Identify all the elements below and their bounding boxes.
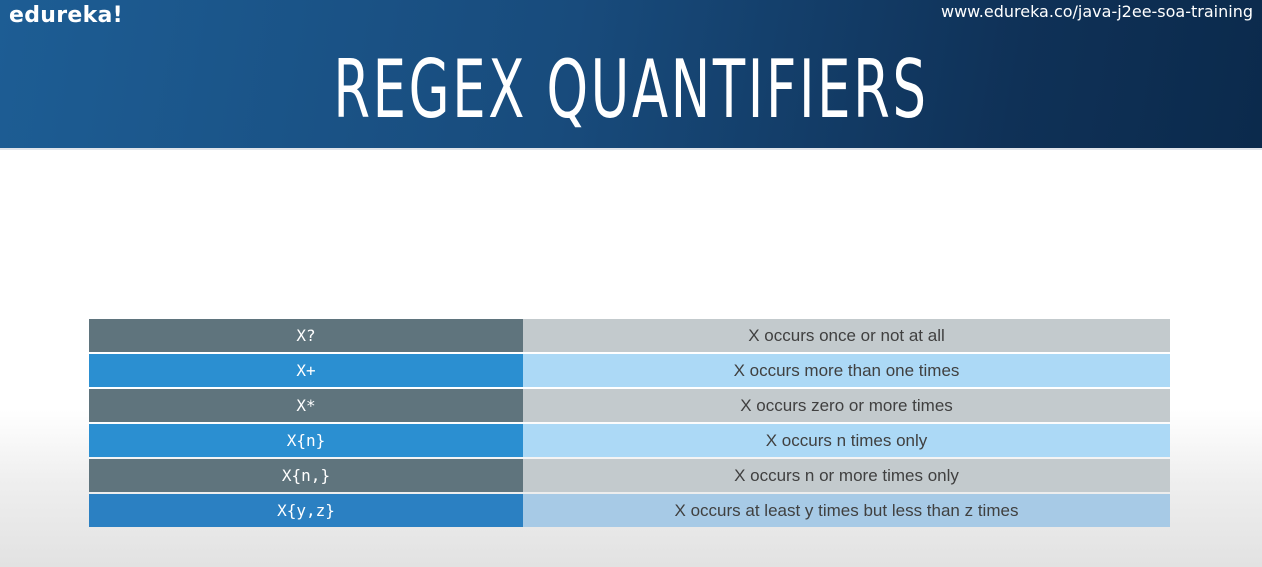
quantifiers-table: X? X occurs once or not at all X+ X occu… xyxy=(89,319,1170,529)
table-row: X{y,z} X occurs at least y times but les… xyxy=(89,494,1170,527)
description-cell: X occurs zero or more times xyxy=(523,389,1170,422)
table-row: X{n,} X occurs n or more times only xyxy=(89,459,1170,492)
quantifier-cell: X? xyxy=(89,319,523,352)
table-row: X+ X occurs more than one times xyxy=(89,354,1170,387)
description-cell: X occurs at least y times but less than … xyxy=(523,494,1170,527)
description-cell: X occurs once or not at all xyxy=(523,319,1170,352)
table-row: X{n} X occurs n times only xyxy=(89,424,1170,457)
quantifier-cell: X+ xyxy=(89,354,523,387)
description-cell: X occurs more than one times xyxy=(523,354,1170,387)
quantifier-cell: X{n,} xyxy=(89,459,523,492)
description-cell: X occurs n or more times only xyxy=(523,459,1170,492)
slide-header: edureka! www.edureka.co/java-j2ee-soa-tr… xyxy=(0,0,1262,150)
quantifier-cell: X* xyxy=(89,389,523,422)
table-row: X* X occurs zero or more times xyxy=(89,389,1170,422)
description-cell: X occurs n times only xyxy=(523,424,1170,457)
edureka-logo: edureka! xyxy=(9,3,124,28)
quantifier-cell: X{n} xyxy=(89,424,523,457)
slide-title: REGEX QUANTIFIERS xyxy=(333,43,929,136)
course-url: www.edureka.co/java-j2ee-soa-training xyxy=(940,2,1253,21)
quantifier-cell: X{y,z} xyxy=(89,494,523,527)
table-row: X? X occurs once or not at all xyxy=(89,319,1170,352)
